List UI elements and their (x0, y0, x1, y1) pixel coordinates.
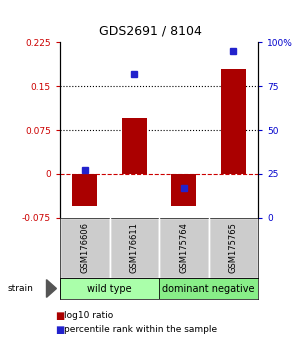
Bar (159, 278, 258, 299)
Text: GSM176611: GSM176611 (130, 222, 139, 273)
Text: wild type: wild type (87, 284, 132, 293)
Text: dominant negative: dominant negative (162, 284, 255, 293)
Bar (72, 174, 97, 206)
Text: ■: ■ (56, 311, 65, 321)
Text: percentile rank within the sample: percentile rank within the sample (64, 325, 218, 335)
Bar (159, 218, 208, 278)
Bar (171, 174, 196, 206)
Bar (110, 218, 159, 278)
Text: GSM176606: GSM176606 (80, 222, 89, 273)
Bar (221, 69, 246, 174)
Text: GSM175765: GSM175765 (229, 222, 238, 273)
Bar (60, 218, 110, 278)
Bar (122, 118, 147, 174)
Text: strain: strain (8, 284, 33, 293)
Bar (208, 218, 258, 278)
Text: ■: ■ (56, 325, 65, 335)
Text: log10 ratio: log10 ratio (64, 311, 114, 320)
Text: GSM175764: GSM175764 (179, 222, 188, 273)
Text: GDS2691 / 8104: GDS2691 / 8104 (99, 25, 201, 38)
Bar (60, 278, 159, 299)
